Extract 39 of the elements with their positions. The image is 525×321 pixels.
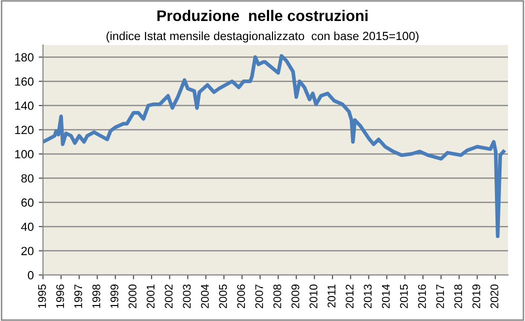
y-tick-label: 120 [15,126,34,134]
line-series [43,54,506,238]
x-tick-label: 2006 [237,284,246,308]
x-tick-label: 2015 [400,284,408,308]
x-tick-label: 2017 [436,284,444,308]
y-tick-label: 160 [15,77,34,86]
x-tick-label: 2000 [128,284,136,308]
x-tick-label: 2018 [454,284,462,308]
y-tick-label: 20 [21,246,34,256]
x-tick-label: 1999 [110,284,118,308]
x-tick-label: 1997 [74,284,82,308]
chart-title: Produzione nelle costruzioni [157,10,368,22]
x-tick-label: 2004 [200,284,209,308]
x-tick-label: 1995 [38,284,46,308]
x-tick-label: 2012 [346,284,354,308]
y-tick-label: 60 [21,198,34,207]
y-tick-label: 140 [15,102,34,110]
x-tick-label: 2007 [255,284,264,308]
x-tick-label: 2019 [472,284,480,308]
y-tick-label: 40 [21,222,34,231]
x-tick-label: 2014 [382,284,390,308]
x-tick-label: 2005 [219,284,227,308]
x-tick-label: 2013 [364,284,372,308]
x-tick-label: 2020 [490,284,498,308]
x-tick-label: 2010 [310,284,318,308]
x-tick-label: 2016 [418,284,426,308]
y-tick-label: 180 [15,53,34,62]
x-tick-label: 2001 [146,284,155,308]
x-tick-label: 2009 [291,284,300,308]
y-tick-label: 100 [15,150,34,158]
x-tick-label: 1996 [56,284,64,308]
x-tick-label: 2011 [328,284,336,308]
x-tick-label: 1998 [92,284,100,308]
x-tick-label: 2008 [273,284,282,308]
x-tick-label: 2002 [164,284,173,308]
x-tick-label: 2003 [182,284,191,308]
y-tick-label: 0 [28,271,34,280]
chart-subtitle: (indice Istat mensile destagionalizzato con base 2015=100) [106,32,418,42]
y-tick-label: 80 [21,174,34,183]
